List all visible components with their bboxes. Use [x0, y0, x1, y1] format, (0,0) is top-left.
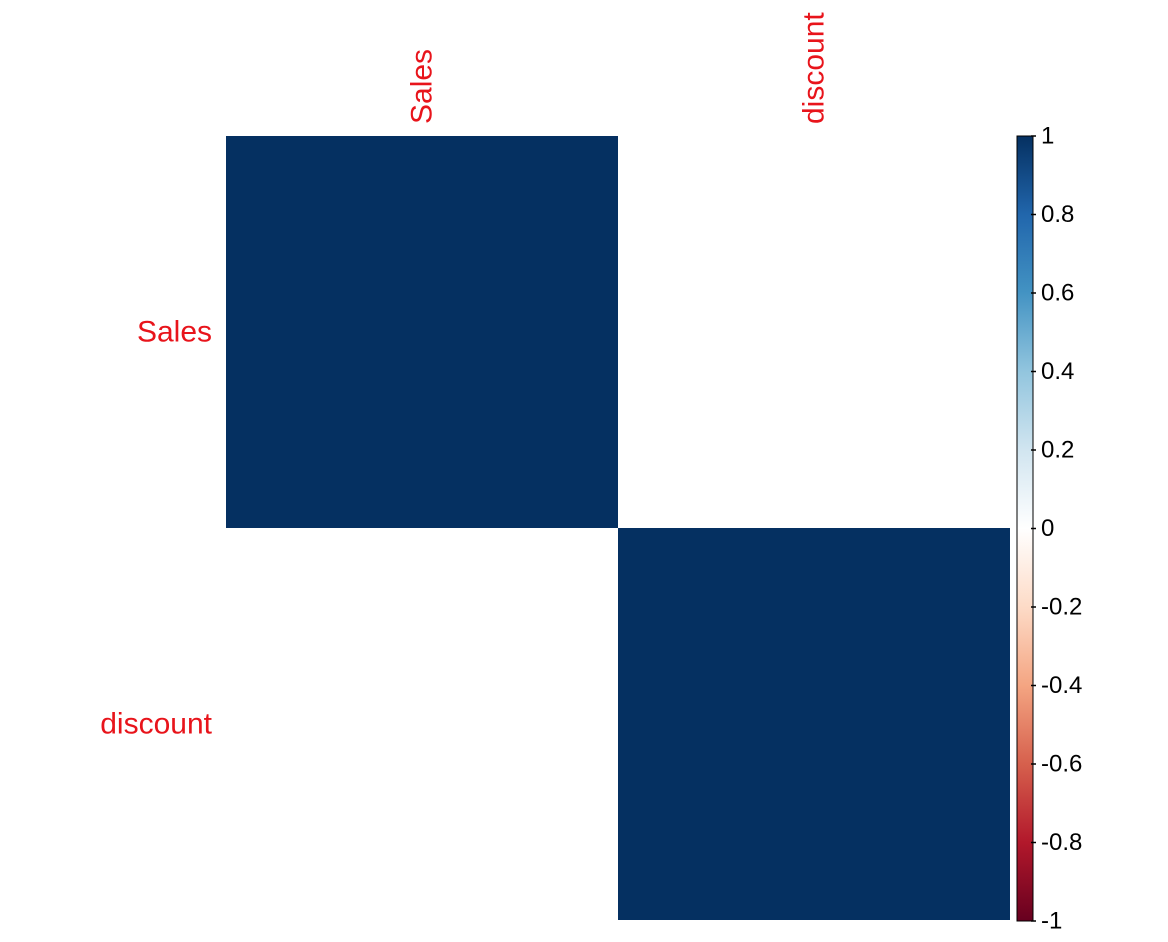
colorbar-gradient: [1016, 135, 1034, 922]
row-labels: Sales discount: [100, 316, 212, 741]
heatmap-cells: [226, 136, 1010, 920]
column-label-sales: Sales: [406, 49, 439, 124]
column-label-discount: discount: [798, 12, 831, 124]
colorbar-tick-label: 0: [1041, 515, 1054, 542]
colorbar-tick-label: -0.4: [1041, 672, 1082, 699]
row-label-discount: discount: [100, 708, 212, 741]
colorbar-tick-label: -0.6: [1041, 751, 1082, 778]
heatmap-cell-sales-sales: [226, 136, 618, 528]
colorbar-tick-label: 0.2: [1041, 437, 1074, 464]
colorbar-tick-label: 1: [1041, 123, 1054, 150]
colorbar-tick-label: -0.8: [1041, 829, 1082, 856]
heatmap-cell-discount-discount: [618, 528, 1010, 920]
heatmap-cell-discount-sales: [226, 528, 618, 920]
colorbar-tick-label: 0.6: [1041, 280, 1074, 307]
colorbar-tick-label: 0.4: [1041, 358, 1074, 385]
row-label-sales: Sales: [137, 316, 212, 349]
colorbar: [1016, 135, 1034, 922]
colorbar-tick-label: 0.8: [1041, 201, 1074, 228]
colorbar-tick-label: -1: [1041, 908, 1062, 935]
colorbar-ticks: 1 0.8 0.6 0.4 0.2 0 -0.2 -0.4 -0.6 -0.8 -1: [1031, 123, 1082, 935]
column-labels: Sales discount: [406, 12, 831, 124]
colorbar-tick-label: -0.2: [1041, 594, 1082, 621]
heatmap-cell-sales-discount: [618, 136, 1010, 528]
